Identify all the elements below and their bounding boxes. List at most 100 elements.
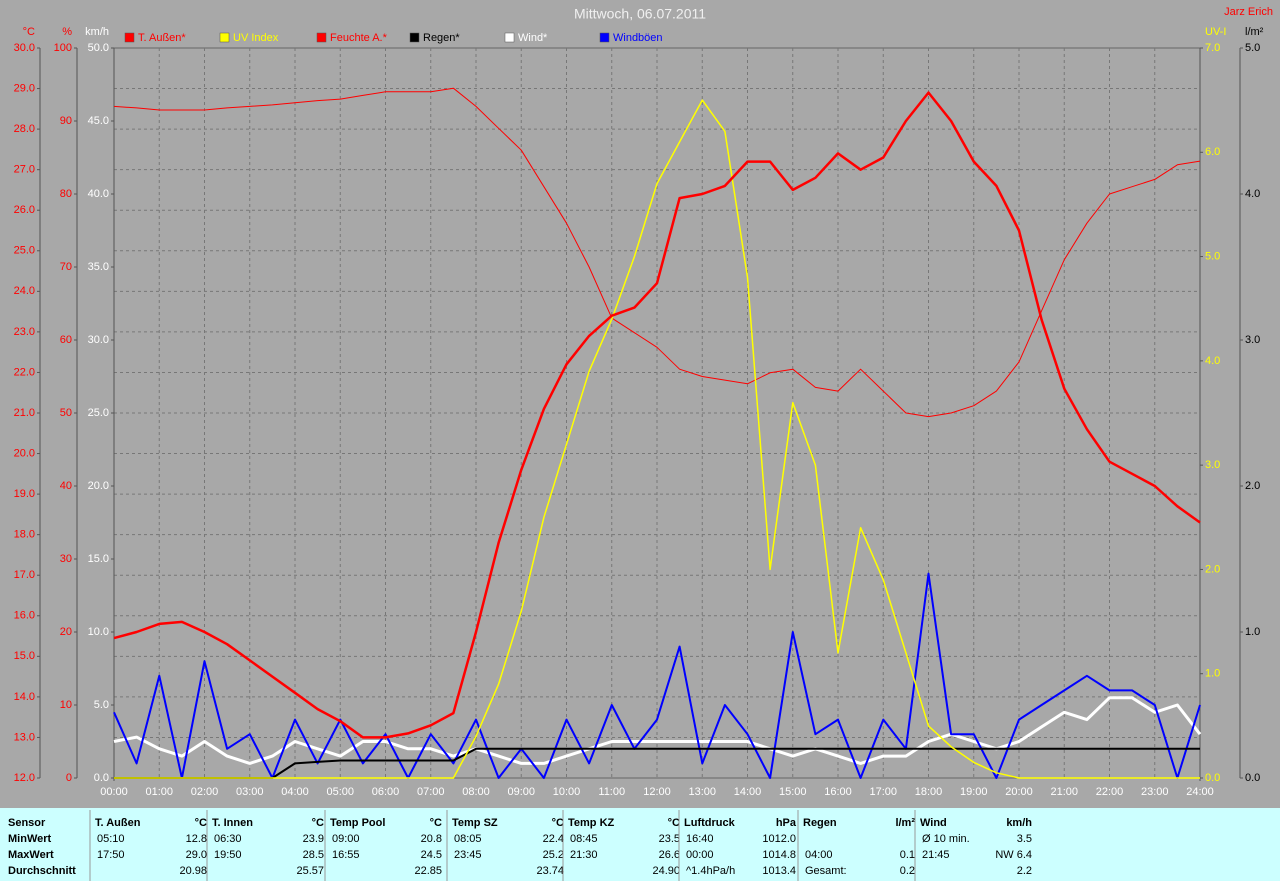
legend-label: T. Außen* <box>138 32 186 44</box>
row-label: Durchschnitt <box>8 865 76 877</box>
y-tick-label: 50.0 <box>88 42 109 54</box>
legend-swatch <box>599 32 610 43</box>
y-tick-label: 0.0 <box>94 772 109 784</box>
column-unit: hPa <box>776 817 797 829</box>
y-tick-label: 14.0 <box>14 691 35 703</box>
table-cell: 29.0 <box>186 849 207 861</box>
y-tick-label: 0.0 <box>1205 772 1220 784</box>
y-tick-label: 25.0 <box>14 245 35 257</box>
x-tick-label: 17:00 <box>869 786 897 798</box>
table-cell: 06:30 <box>214 833 242 845</box>
series-line <box>114 747 1200 779</box>
table-cell: 08:05 <box>454 833 482 845</box>
y-tick-label: 24.0 <box>14 285 35 297</box>
y-tick-label: 15.0 <box>88 553 109 565</box>
x-tick-label: 23:00 <box>1141 786 1169 798</box>
table-cell: 19:50 <box>214 849 242 861</box>
column-name: Temp SZ <box>452 817 498 829</box>
column-name: T. Innen <box>212 817 253 829</box>
table-cell: 3.5 <box>1017 833 1032 845</box>
x-tick-label: 12:00 <box>643 786 671 798</box>
y-tick-label: 27.0 <box>14 164 35 176</box>
axis-label: km/h <box>85 26 109 38</box>
y-tick-label: 20 <box>60 626 72 638</box>
x-tick-label: 18:00 <box>915 786 943 798</box>
x-tick-label: 13:00 <box>688 786 716 798</box>
x-tick-label: 03:00 <box>236 786 264 798</box>
table-cell: 16:40 <box>686 833 714 845</box>
table-cell: 17:50 <box>97 849 125 861</box>
table-cell: 24.90 <box>652 865 680 877</box>
y-tick-label: 5.0 <box>1205 250 1220 262</box>
table-cell: 20.98 <box>179 865 207 877</box>
table-cell: 00:00 <box>686 849 714 861</box>
table-cell: 09:00 <box>332 833 360 845</box>
legend-swatch <box>316 32 327 43</box>
y-tick-label: 3.0 <box>1205 459 1220 471</box>
column-unit: l/m² <box>895 817 915 829</box>
y-tick-label: 0 <box>66 772 72 784</box>
legend-swatch <box>219 32 230 43</box>
table-cell: 20.8 <box>421 833 442 845</box>
column-unit: °C <box>430 817 442 829</box>
table-cell: 26.6 <box>659 849 680 861</box>
y-tick-label: 0.0 <box>1245 772 1260 784</box>
y-tick-label: 25.0 <box>88 407 109 419</box>
y-tick-label: 50 <box>60 407 72 419</box>
row-label: MaxWert <box>8 849 54 861</box>
y-tick-label: 60 <box>60 334 72 346</box>
column-name: Luftdruck <box>684 817 736 829</box>
column-name: Temp Pool <box>330 817 385 829</box>
column-name: Regen <box>803 817 837 829</box>
y-tick-label: 45.0 <box>88 115 109 127</box>
table-cell: 25.57 <box>296 865 324 877</box>
x-tick-label: 01:00 <box>145 786 173 798</box>
y-tick-label: 21.0 <box>14 407 35 419</box>
row-label: MinWert <box>8 833 52 845</box>
column-unit: °C <box>195 817 207 829</box>
x-tick-label: 04:00 <box>281 786 309 798</box>
x-tick-label: 24:00 <box>1186 786 1214 798</box>
series-line <box>113 91 1201 739</box>
table-cell: 24.5 <box>421 849 442 861</box>
x-tick-label: 14:00 <box>734 786 762 798</box>
x-tick-label: 07:00 <box>417 786 445 798</box>
series-line <box>113 696 1202 765</box>
x-tick-label: 19:00 <box>960 786 988 798</box>
y-tick-label: 100 <box>54 42 72 54</box>
y-tick-label: 30.0 <box>14 42 35 54</box>
table-cell: 16:55 <box>332 849 360 861</box>
axis-label: UV-I <box>1205 26 1226 38</box>
y-tick-label: 40.0 <box>88 188 109 200</box>
x-tick-label: 02:00 <box>191 786 219 798</box>
column-unit: °C <box>312 817 324 829</box>
x-tick-label: 08:00 <box>462 786 490 798</box>
x-tick-label: 20:00 <box>1005 786 1033 798</box>
legend-label: Feuchte A.* <box>330 32 388 44</box>
table-cell: 23.74 <box>536 865 564 877</box>
x-tick-label: 06:00 <box>372 786 400 798</box>
y-tick-label: 20.0 <box>88 480 109 492</box>
y-tick-label: 26.0 <box>14 204 35 216</box>
y-tick-label: 2.0 <box>1245 480 1260 492</box>
table-cell: NW 6.4 <box>995 849 1032 861</box>
y-tick-label: 18.0 <box>14 529 35 541</box>
series-line <box>113 87 1201 418</box>
table-header: Sensor <box>8 817 46 829</box>
y-tick-label: 80 <box>60 188 72 200</box>
y-tick-label: 5.0 <box>94 699 109 711</box>
axis-label: °C <box>23 26 35 38</box>
column-unit: km/h <box>1006 817 1032 829</box>
y-tick-label: 22.0 <box>14 366 35 378</box>
table-cell: Ø 10 min. <box>922 833 970 845</box>
legend-swatch <box>409 32 420 43</box>
y-tick-label: 17.0 <box>14 569 35 581</box>
table-cell: 23:45 <box>454 849 482 861</box>
table-cell: Gesamt: <box>805 865 847 877</box>
table-cell: 0.2 <box>900 865 915 877</box>
legend-label: Regen* <box>423 32 460 44</box>
y-tick-label: 30 <box>60 553 72 565</box>
table-cell: 0.1 <box>900 849 915 861</box>
table-cell: 21:30 <box>570 849 598 861</box>
